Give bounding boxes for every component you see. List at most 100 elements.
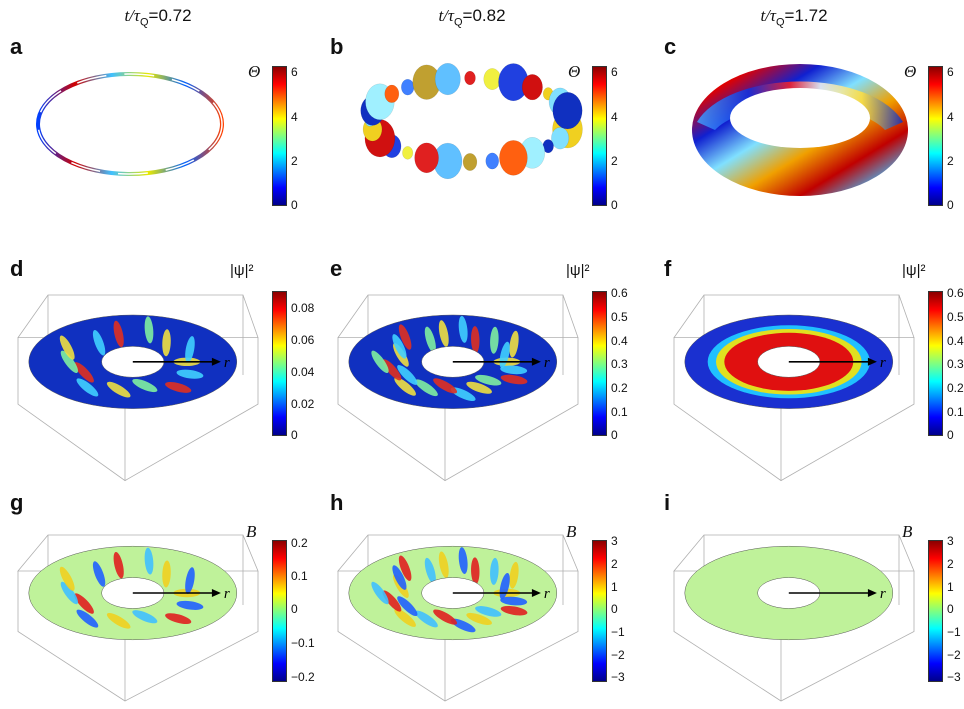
panel-f-density-plot: r [673,294,915,482]
colorbar-theta-b-tick: 2 [611,154,618,168]
panel-e-density-plot: r [337,294,579,482]
colorbar-theta-a-tick: 6 [291,65,298,79]
colorbar-psi-f-tick: 0.6 [947,286,964,300]
colorbar-b-i-tick: 0 [947,602,954,616]
bead [551,127,570,150]
colorbar-b-h-tick: −1 [611,625,625,639]
colorbar-psi-e-tick: 0.2 [611,381,628,395]
colorbar-psi-d-tick: 0.06 [291,333,315,347]
bead [464,70,476,86]
colorbar-b-i-tick: −3 [947,670,961,684]
colorbar-label-b-h: B [566,522,577,541]
panel-a-thin-ring [36,72,224,176]
panel-i-field-plot: r [673,534,915,702]
colorbar-b-h-tick: 1 [611,580,618,594]
panel-g-field-plot: r [17,534,259,702]
panel-h-field-plot: r [337,534,579,702]
panel-b-beaded-ring [360,62,583,180]
panel-c-torus [692,64,908,196]
colorbar-theta-c-tick: 6 [947,65,954,79]
colorbar-b-i [928,540,943,682]
colorbar-psi-f [928,291,943,436]
colorbar-label-b-i: B [902,522,913,541]
colorbar-psi-f-tick: 0.1 [947,405,964,419]
panel-label-g: g [10,490,24,515]
colorbar-theta-b-tick: 4 [611,110,618,124]
colorbar-b-i-tick: 2 [947,557,954,571]
column-title-1: t/τQ=0.72 [124,6,192,29]
colorbar-label-theta-c: Θ [904,62,917,81]
colorbar-b-h-tick: −2 [611,648,625,662]
bead [485,152,500,170]
colorbar-theta-a-tick: 4 [291,110,298,124]
colorbar-psi-e-tick: 0 [611,428,618,442]
bead [434,62,461,96]
colorbar-b-h-tick: 0 [611,602,618,616]
r-axis-label: r [544,586,550,602]
colorbar-psi-f-tick: 0.5 [947,310,964,324]
r-axis-label: r [224,586,230,602]
colorbar-b-h [592,540,607,682]
panel-label-e: e [330,256,343,281]
bead [521,74,543,101]
colorbar-b-h-tick: 3 [611,534,618,548]
colorbar-psi-d-tick: 0.08 [291,301,315,315]
bead [499,140,528,176]
colorbar-label-theta-b: Θ [568,62,581,81]
panel-label-a: a [10,34,23,59]
bead [414,142,439,174]
colorbar-psi-d-tick: 0.04 [291,365,315,379]
colorbar-b-g-tick: 0 [291,602,298,616]
panel-label-f: f [664,256,672,281]
column-title-2: t/τQ=0.82 [438,6,506,29]
colorbar-b-g [272,540,287,682]
bead [384,84,400,103]
colorbar-theta-b-tick: 0 [611,198,618,212]
panel-label-i: i [664,490,671,515]
colorbar-b-h-tick: −3 [611,670,625,684]
bead [462,153,478,171]
colorbar-label-psi-d: |ψ|² [230,262,254,279]
colorbar-theta-a-tick: 2 [291,154,298,168]
colorbar-label-b-g: B [246,522,257,541]
colorbar-theta-c-tick: 2 [947,154,954,168]
colorbar-label-psi-f: |ψ|² [902,262,926,279]
bead [401,78,415,96]
r-axis-label: r [544,355,550,371]
panel-label-b: b [330,34,344,59]
colorbar-theta-c-tick: 4 [947,110,954,124]
bead [552,92,583,130]
colorbar-b-i-tick: −1 [947,625,961,639]
column-title-3: t/τQ=1.72 [760,6,828,29]
panel-label-h: h [330,490,344,515]
colorbar-b-g-tick: −0.1 [291,636,315,650]
colorbar-label-theta-a: Θ [248,62,261,81]
colorbar-psi-f-tick: 0.3 [947,357,964,371]
bead [483,68,502,90]
r-axis-label: r [224,355,230,371]
colorbar-theta-c-tick: 0 [947,198,954,212]
colorbar-psi-f-tick: 0.2 [947,381,964,395]
panel-d-density-plot: r [17,294,259,482]
r-axis-label: r [880,586,886,602]
colorbar-psi-e-tick: 0.4 [611,334,628,348]
colorbar-psi-e-tick: 0.3 [611,357,628,371]
colorbar-theta-a-tick: 0 [291,198,298,212]
colorbar-psi-e [592,291,607,436]
colorbar-psi-f-tick: 0 [947,428,954,442]
colorbar-theta-a [272,66,287,206]
colorbar-psi-f-tick: 0.4 [947,334,964,348]
colorbar-psi-d-tick: 0 [291,428,298,442]
colorbar-psi-d-tick: 0.02 [291,397,315,411]
colorbar-b-i-tick: 1 [947,580,954,594]
colorbar-b-h-tick: 2 [611,557,618,571]
colorbar-b-i-tick: −2 [947,648,961,662]
colorbar-b-g-tick: 0.1 [291,569,308,583]
colorbar-theta-c [928,66,943,206]
panel-label-c: c [664,34,677,59]
colorbar-b-g-tick: 0.2 [291,536,308,550]
colorbar-b-i-tick: 3 [947,534,954,548]
colorbar-psi-e-tick: 0.5 [611,310,628,324]
colorbar-label-psi-e: |ψ|² [566,262,590,279]
bead [402,146,414,160]
